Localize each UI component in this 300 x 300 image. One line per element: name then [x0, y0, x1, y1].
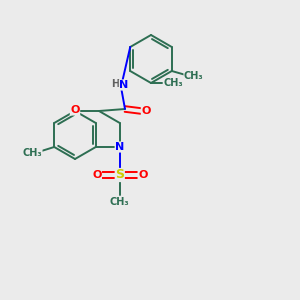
Text: O: O [138, 170, 148, 180]
Text: H: H [111, 79, 119, 89]
Text: CH₃: CH₃ [110, 197, 130, 207]
Text: CH₃: CH₃ [184, 71, 204, 81]
Text: S: S [115, 169, 124, 182]
Text: CH₃: CH₃ [22, 148, 42, 158]
Text: O: O [92, 170, 101, 180]
Text: O: O [141, 106, 151, 116]
Text: O: O [70, 105, 80, 115]
Text: N: N [115, 142, 124, 152]
Text: CH₃: CH₃ [163, 78, 183, 88]
Text: N: N [119, 80, 129, 90]
